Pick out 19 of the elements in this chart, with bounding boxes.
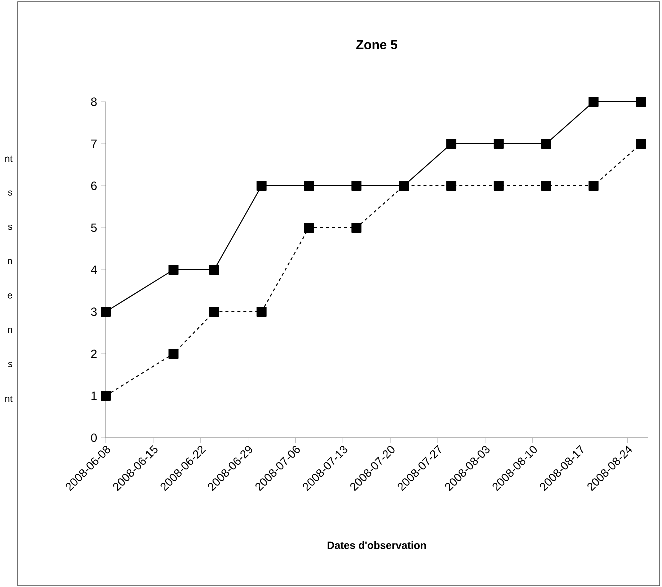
text: e bbox=[8, 294, 12, 299]
text: nt bbox=[6, 156, 13, 162]
y-tick-label: 7 bbox=[91, 140, 97, 148]
text: nt bbox=[6, 396, 13, 402]
y-tick-label: 5 bbox=[91, 224, 97, 232]
text: s bbox=[8, 362, 12, 368]
text: n bbox=[8, 259, 12, 264]
y-tick-label: 6 bbox=[91, 182, 97, 190]
x-axis-title: Dates d'observation bbox=[328, 542, 426, 550]
y-tick-label: 2 bbox=[91, 350, 97, 358]
y-tick-label: 8 bbox=[91, 98, 97, 106]
y-tick-label: 0 bbox=[91, 434, 98, 442]
y-tick-label: 3 bbox=[91, 308, 97, 316]
text: n bbox=[8, 328, 12, 334]
text: s bbox=[8, 225, 12, 230]
chart-title: Zone 5 bbox=[356, 40, 398, 50]
y-tick-label: 4 bbox=[91, 266, 98, 274]
y-tick-label: 1 bbox=[92, 392, 97, 400]
text: s bbox=[8, 190, 12, 196]
